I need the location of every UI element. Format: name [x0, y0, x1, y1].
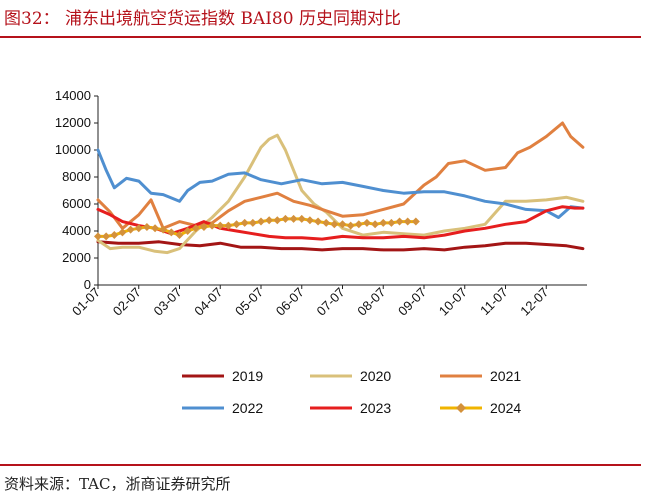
series-point-2024: [232, 220, 241, 229]
series-line-2024: [96, 217, 418, 238]
legend-label-2023: 2023: [360, 400, 391, 416]
series-point-2024: [94, 232, 102, 241]
series-point-2024: [379, 218, 388, 227]
y-tick-label: 14000: [55, 88, 91, 103]
y-tick-label: 10000: [55, 142, 91, 157]
y-tick-label: 0: [84, 277, 91, 292]
series-point-2024: [175, 231, 184, 240]
series-point-2024: [403, 217, 412, 226]
figure-title: 图32： 浦东出境航空货运指数 BAI80 历史同期对比: [4, 9, 401, 29]
x-tick-label: 12-07: [517, 285, 551, 319]
x-tick-label: 11-07: [477, 285, 510, 318]
series-point-2024: [151, 224, 160, 233]
chart-area: 0 2000 4000 6000 8000 10000 12000 14000 01-07 02-…: [55, 88, 587, 416]
y-tick-label: 2000: [62, 250, 91, 265]
footer-divider: [0, 464, 641, 466]
series-point-2024: [216, 221, 225, 230]
series-point-2024: [134, 224, 143, 233]
series-point-2024: [305, 216, 314, 225]
y-tick-label: 8000: [62, 169, 91, 184]
series-point-2024: [281, 214, 290, 223]
series-point-2024: [411, 217, 420, 226]
series-line-2019: [96, 240, 585, 252]
series-point-2024: [346, 221, 355, 230]
series-point-2024: [330, 220, 339, 229]
series-point-2024: [265, 216, 274, 225]
y-tick-label: 4000: [62, 223, 91, 238]
series-point-2024: [102, 232, 111, 241]
series-point-2024: [354, 220, 363, 229]
x-tick-label: 05-07: [232, 285, 266, 319]
title-divider: [0, 36, 641, 38]
series-line-2021: [96, 121, 585, 230]
legend-label-2022: 2022: [232, 400, 263, 416]
x-tick-label: 03-07: [151, 285, 185, 319]
series-point-2024: [224, 221, 233, 230]
series-point-2024: [248, 218, 257, 227]
legend-label-2021: 2021: [490, 368, 521, 384]
legend-marker-2024: [456, 403, 466, 413]
series-point-2024: [362, 218, 371, 227]
legend-label-2024: 2024: [490, 400, 521, 416]
series-point-2024: [314, 217, 323, 226]
series-point-2024: [110, 231, 119, 240]
series-point-2024: [183, 227, 192, 235]
x-tick-label: 01-07: [69, 285, 103, 319]
series-point-2024: [257, 217, 265, 226]
legend-label-2019: 2019: [232, 368, 263, 384]
series-point-2024: [371, 220, 380, 229]
series-line-2022: [96, 148, 585, 219]
x-tick-label: 04-07: [191, 285, 225, 319]
series-point-2024: [118, 228, 127, 237]
series-point-2024: [338, 220, 347, 229]
x-tick-label: 10-07: [436, 285, 470, 319]
series-point-2024: [142, 222, 151, 231]
series-point-2024: [191, 224, 200, 233]
x-tick-label: 06-07: [273, 285, 307, 319]
series-point-2024: [167, 228, 176, 237]
x-tick-label: 09-07: [395, 285, 429, 319]
series-point-2024: [289, 214, 298, 223]
series-point-2024: [199, 222, 208, 231]
series-point-2024: [387, 218, 396, 227]
x-tick-label: 02-07: [110, 285, 144, 319]
source-note: 资料来源：TAC，浙商证券研究所: [4, 475, 231, 493]
series-point-2024: [208, 221, 217, 230]
series-point-2024: [322, 218, 331, 227]
series-point-2024: [297, 214, 306, 223]
series-point-2024: [159, 225, 168, 234]
series-point-2024: [126, 225, 135, 234]
series-point-2024: [273, 216, 282, 225]
series-point-2024: [395, 217, 404, 226]
x-tick-label: 08-07: [354, 285, 388, 319]
legend-label-2020: 2020: [360, 368, 391, 384]
y-tick-label: 12000: [55, 115, 91, 130]
x-tick-label: 07-07: [314, 285, 348, 319]
series-point-2024: [240, 218, 249, 227]
y-tick-label: 6000: [62, 196, 91, 211]
